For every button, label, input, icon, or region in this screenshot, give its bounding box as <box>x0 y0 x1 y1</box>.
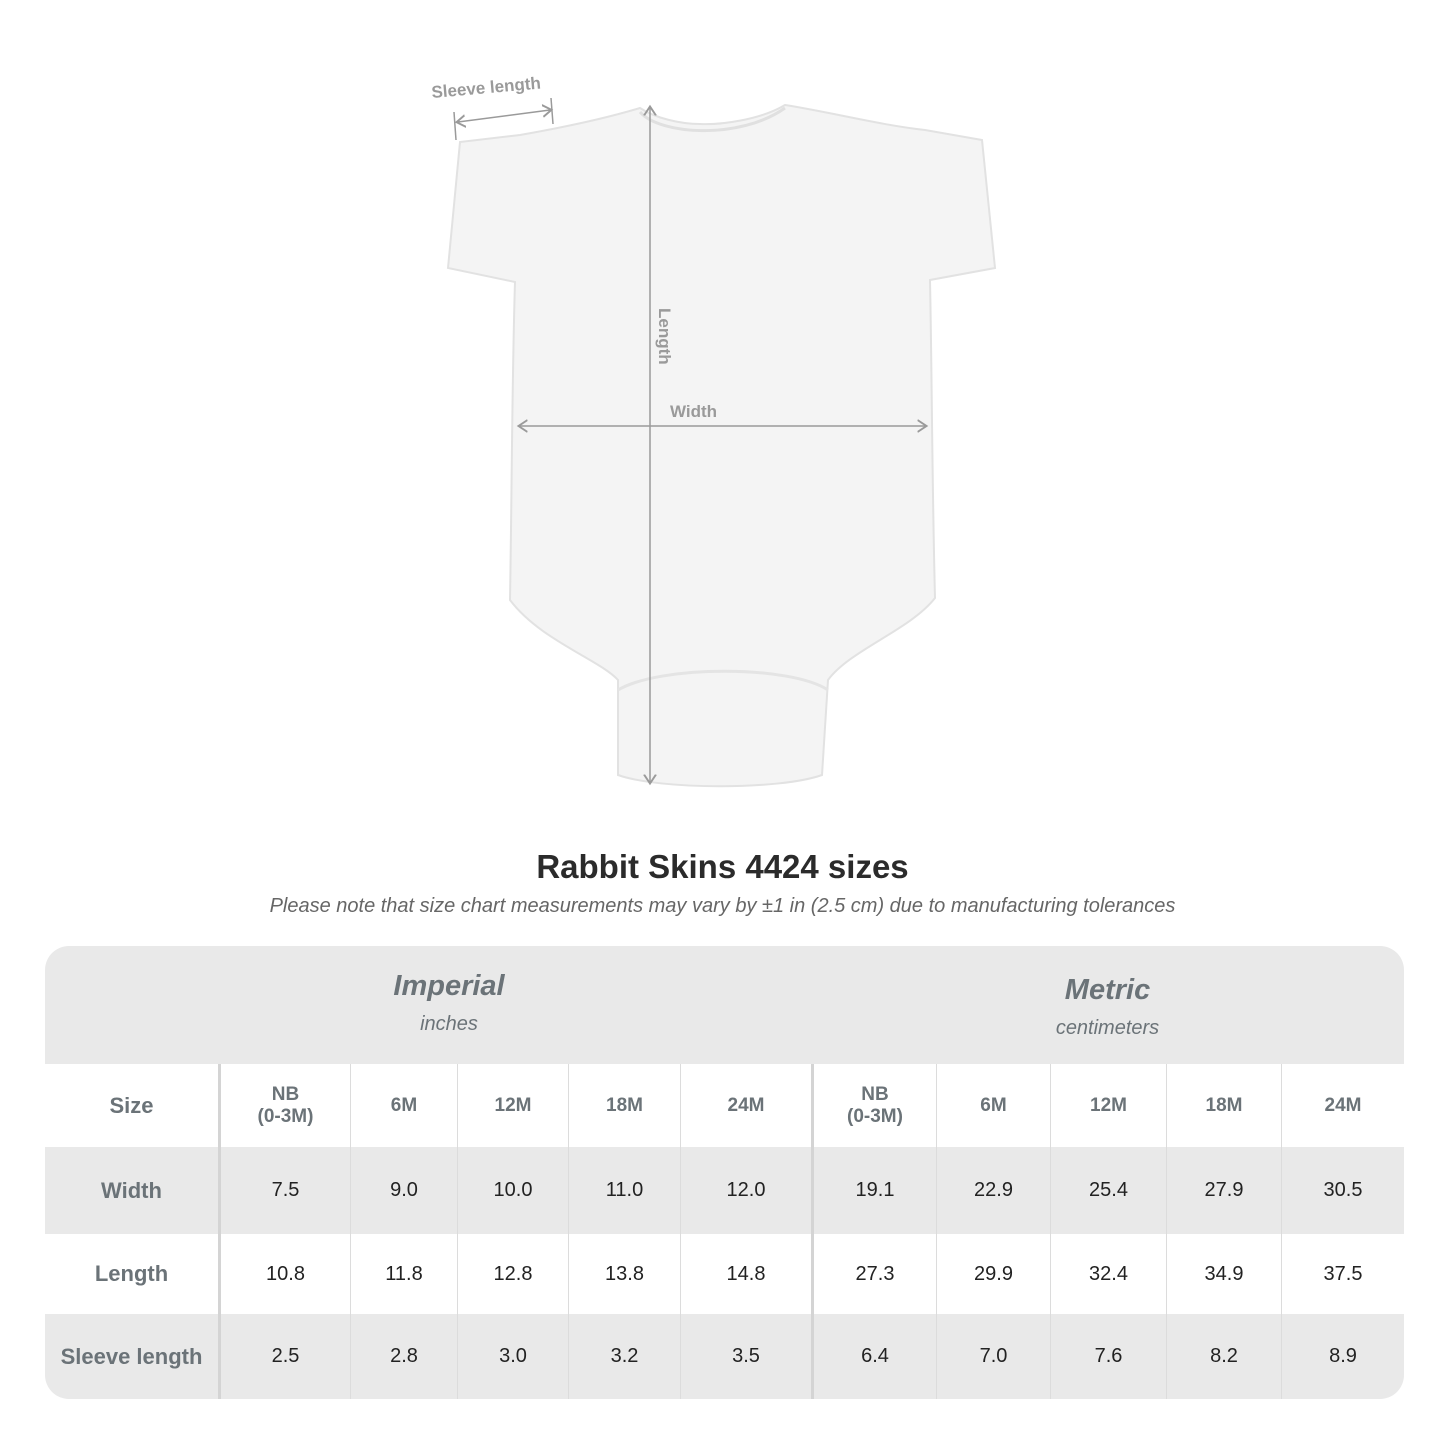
table-cell: 2.8 <box>350 1314 457 1399</box>
sleeve-length-arrow <box>458 110 550 122</box>
row-label: Width <box>101 1177 162 1203</box>
table-cell: 27.3 <box>811 1234 936 1314</box>
table-cell: 14.8 <box>680 1234 811 1314</box>
table-cell: 9.0 <box>350 1147 457 1234</box>
table-cell: 30.5 <box>1281 1147 1404 1234</box>
table-cell: 12.0 <box>680 1147 811 1234</box>
table-cell: 11.0 <box>568 1147 680 1234</box>
size-column-header: 18M <box>568 1064 680 1147</box>
table-cell: 27.9 <box>1166 1147 1281 1234</box>
row-label: Size <box>109 1092 154 1118</box>
sleeve-length-label: Sleeve length <box>431 74 542 102</box>
table-cell: 7.5 <box>218 1147 350 1234</box>
size-column-header: 24M <box>680 1064 811 1147</box>
table-cell: 7.0 <box>936 1314 1050 1399</box>
size-header-row: Size NB (0-3M) 6M 12M 18M 24M NB (0-3M) 6M 12M 18… <box>45 1064 1404 1147</box>
table-cell: 3.0 <box>457 1314 568 1399</box>
table-cell: 25.4 <box>1050 1147 1166 1234</box>
table-cell: 22.9 <box>936 1147 1050 1234</box>
size-column-header: 12M <box>457 1064 568 1147</box>
bodysuit-image <box>446 103 997 788</box>
metric-header: Metric centimeters <box>1055 974 1160 1039</box>
table-cell: 12.8 <box>457 1234 568 1314</box>
table-cell: 7.6 <box>1050 1314 1166 1399</box>
table-cell: 34.9 <box>1166 1234 1281 1314</box>
table-row: Sleeve length 2.5 2.8 3.0 3.2 3.5 6.4 7.0 7.6 8.2… <box>45 1314 1404 1399</box>
table-cell: 29.9 <box>936 1234 1050 1314</box>
table-cell: 32.4 <box>1050 1234 1166 1314</box>
imperial-header: Imperial inches <box>393 970 505 1035</box>
row-label: Sleeve length <box>60 1343 203 1369</box>
row-label: Length <box>94 1261 169 1286</box>
table-cell: 2.5 <box>218 1314 350 1399</box>
size-column-header: 24M <box>1281 1064 1404 1147</box>
table-cell: 10.0 <box>457 1147 568 1234</box>
size-column-header: 12M <box>1050 1064 1166 1147</box>
table-cell: 37.5 <box>1281 1234 1404 1314</box>
size-column-header: 6M <box>350 1064 457 1147</box>
table-cell: 6.4 <box>811 1314 936 1399</box>
table-cell: 8.2 <box>1166 1314 1281 1399</box>
table-cell: 3.2 <box>568 1314 680 1399</box>
length-label: Length <box>655 308 674 365</box>
chart-title: Rabbit Skins 4424 sizes <box>536 848 909 885</box>
size-column-header: 6M <box>936 1064 1050 1147</box>
size-column-header: NB (0-3M) <box>811 1064 936 1147</box>
table-cell: 19.1 <box>811 1147 936 1234</box>
width-label: Width <box>670 402 717 421</box>
table-cell: 11.8 <box>350 1234 457 1314</box>
size-column-header: NB (0-3M) <box>218 1064 350 1147</box>
size-column-header: 18M <box>1166 1064 1281 1147</box>
tolerance-note: Please note that size chart measurements… <box>269 895 1176 917</box>
table-row: Length 10.8 11.8 12.8 13.8 14.8 27.3 29.9 32.4 34… <box>45 1234 1404 1314</box>
table-cell: 8.9 <box>1281 1314 1404 1399</box>
size-table: Imperial inches Metric centimeters Size N… <box>45 946 1404 1399</box>
unit-header: Imperial inches Metric centimeters <box>45 946 1404 1064</box>
table-cell: 10.8 <box>218 1234 350 1314</box>
table-cell: 13.8 <box>568 1234 680 1314</box>
bodysuit-diagram: Sleeve length Length Width <box>431 74 997 788</box>
table-row: Width 7.5 9.0 10.0 11.0 12.0 19.1 22.9 25.4 27.9 3… <box>45 1147 1404 1234</box>
table-cell: 3.5 <box>680 1314 811 1399</box>
